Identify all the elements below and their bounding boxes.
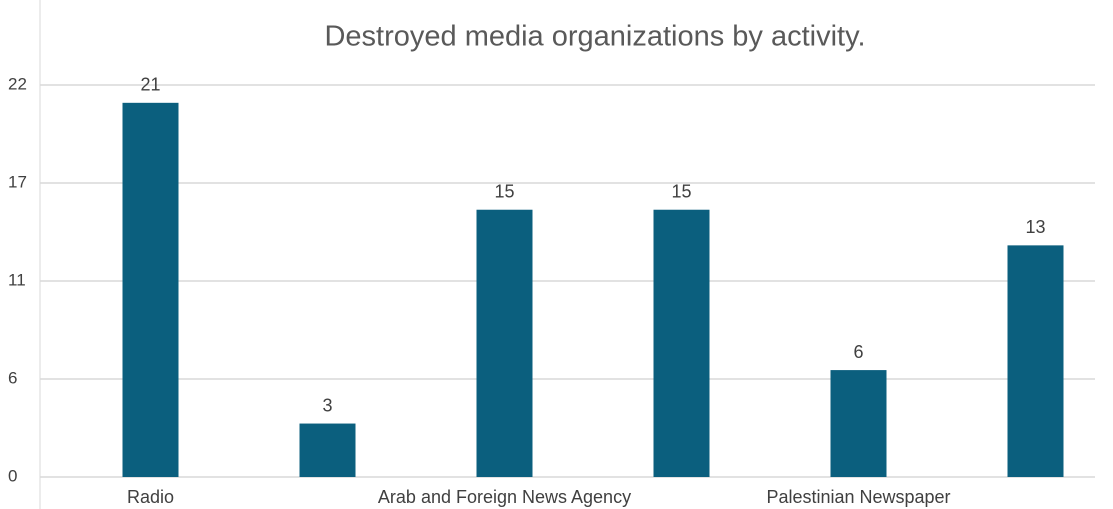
bar — [122, 102, 179, 478]
bar — [830, 370, 887, 477]
y-tick-label: 6 — [8, 368, 17, 387]
bar — [653, 209, 710, 477]
data-label: 6 — [853, 342, 863, 362]
data-label: 13 — [1025, 217, 1045, 237]
x-tick-label: Palestinian Newspaper — [766, 487, 950, 507]
y-tick-label: 0 — [8, 466, 17, 485]
data-label: 3 — [322, 395, 332, 415]
y-tick-label: 17 — [8, 172, 27, 191]
bar — [1007, 245, 1064, 477]
x-tick-label: Radio — [127, 487, 174, 507]
bar — [299, 423, 356, 477]
y-tick-label: 22 — [8, 74, 27, 93]
x-tick-label: Arab and Foreign News Agency — [378, 487, 631, 507]
y-tick-label: 11 — [8, 270, 26, 289]
chart-title: Destroyed media organizations by activit… — [324, 21, 865, 53]
data-label: 21 — [140, 75, 160, 95]
data-label: 15 — [671, 181, 691, 201]
data-label: 15 — [494, 181, 514, 201]
bar — [476, 209, 533, 477]
